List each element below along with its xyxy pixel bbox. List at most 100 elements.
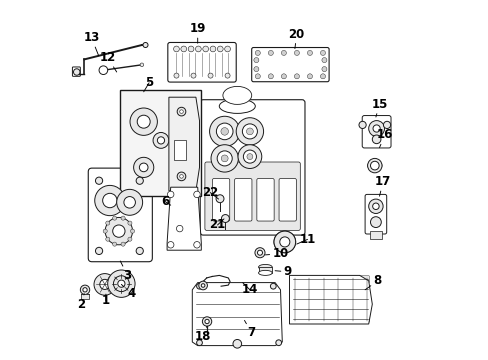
Circle shape bbox=[95, 247, 102, 255]
Text: 21: 21 bbox=[209, 219, 225, 231]
Circle shape bbox=[221, 155, 228, 162]
Text: 15: 15 bbox=[370, 98, 387, 117]
Circle shape bbox=[367, 158, 381, 173]
Polygon shape bbox=[168, 97, 199, 191]
Circle shape bbox=[279, 237, 289, 247]
FancyBboxPatch shape bbox=[200, 100, 305, 235]
Circle shape bbox=[199, 281, 207, 290]
Circle shape bbox=[232, 339, 241, 348]
Circle shape bbox=[136, 177, 143, 184]
Text: 18: 18 bbox=[195, 327, 211, 343]
Circle shape bbox=[174, 73, 179, 78]
Circle shape bbox=[255, 74, 260, 79]
Circle shape bbox=[179, 110, 183, 113]
Circle shape bbox=[307, 50, 312, 55]
Text: 1: 1 bbox=[102, 294, 110, 307]
Circle shape bbox=[103, 229, 107, 233]
Circle shape bbox=[121, 242, 125, 246]
Text: 11: 11 bbox=[296, 233, 315, 246]
Circle shape bbox=[167, 242, 174, 248]
Circle shape bbox=[176, 225, 183, 232]
FancyBboxPatch shape bbox=[358, 276, 368, 283]
Text: 3: 3 bbox=[120, 261, 131, 282]
Circle shape bbox=[95, 177, 102, 184]
Circle shape bbox=[113, 276, 129, 292]
Circle shape bbox=[254, 248, 264, 258]
Circle shape bbox=[117, 189, 142, 215]
Circle shape bbox=[217, 151, 232, 166]
FancyBboxPatch shape bbox=[358, 315, 368, 322]
Circle shape bbox=[112, 225, 125, 237]
FancyBboxPatch shape bbox=[212, 179, 229, 221]
Circle shape bbox=[210, 46, 215, 52]
Text: 19: 19 bbox=[189, 22, 205, 43]
Circle shape bbox=[123, 197, 135, 208]
Text: 22: 22 bbox=[202, 186, 218, 199]
Circle shape bbox=[253, 67, 258, 72]
FancyBboxPatch shape bbox=[279, 179, 296, 221]
Polygon shape bbox=[167, 187, 201, 250]
FancyBboxPatch shape bbox=[234, 179, 251, 221]
Circle shape bbox=[177, 172, 185, 181]
Circle shape bbox=[196, 283, 202, 289]
Circle shape bbox=[294, 50, 299, 55]
Circle shape bbox=[95, 185, 125, 216]
Circle shape bbox=[188, 46, 194, 52]
Circle shape bbox=[217, 46, 223, 52]
Circle shape bbox=[112, 242, 117, 246]
Circle shape bbox=[242, 124, 257, 139]
Circle shape bbox=[140, 63, 143, 67]
Circle shape bbox=[94, 274, 115, 295]
Circle shape bbox=[105, 217, 132, 245]
Ellipse shape bbox=[258, 270, 272, 275]
Circle shape bbox=[320, 74, 325, 79]
Circle shape bbox=[118, 280, 125, 287]
Circle shape bbox=[128, 221, 132, 225]
Circle shape bbox=[102, 193, 117, 208]
Circle shape bbox=[370, 217, 381, 228]
Bar bbox=[81, 294, 88, 299]
Circle shape bbox=[307, 74, 312, 79]
Circle shape bbox=[372, 203, 378, 210]
Polygon shape bbox=[289, 275, 371, 324]
Text: 12: 12 bbox=[100, 51, 117, 72]
Text: 7: 7 bbox=[244, 320, 255, 339]
FancyBboxPatch shape bbox=[204, 162, 300, 230]
Circle shape bbox=[281, 50, 286, 55]
Circle shape bbox=[211, 145, 238, 172]
Circle shape bbox=[195, 46, 201, 52]
Circle shape bbox=[321, 67, 326, 72]
Text: 14: 14 bbox=[241, 283, 258, 296]
Ellipse shape bbox=[177, 208, 191, 230]
Circle shape bbox=[216, 123, 233, 140]
Circle shape bbox=[270, 283, 276, 289]
Circle shape bbox=[121, 216, 125, 220]
Circle shape bbox=[167, 191, 174, 198]
Circle shape bbox=[372, 125, 380, 132]
Circle shape bbox=[275, 340, 281, 346]
Text: 10: 10 bbox=[265, 247, 288, 260]
Circle shape bbox=[73, 69, 80, 75]
Circle shape bbox=[136, 247, 143, 255]
Circle shape bbox=[268, 50, 273, 55]
FancyBboxPatch shape bbox=[72, 67, 80, 76]
FancyBboxPatch shape bbox=[358, 296, 368, 302]
Circle shape bbox=[255, 50, 260, 55]
Circle shape bbox=[179, 175, 183, 178]
Polygon shape bbox=[192, 283, 282, 346]
Circle shape bbox=[236, 118, 263, 145]
Circle shape bbox=[142, 42, 148, 48]
Circle shape bbox=[216, 195, 224, 203]
Bar bbox=[369, 231, 381, 239]
FancyBboxPatch shape bbox=[167, 42, 236, 82]
Circle shape bbox=[257, 250, 262, 255]
Circle shape bbox=[221, 128, 228, 135]
FancyBboxPatch shape bbox=[362, 116, 390, 148]
FancyBboxPatch shape bbox=[88, 168, 152, 262]
Text: 17: 17 bbox=[374, 175, 390, 196]
Circle shape bbox=[368, 199, 382, 213]
Circle shape bbox=[130, 229, 134, 233]
Circle shape bbox=[153, 132, 168, 148]
Circle shape bbox=[273, 231, 295, 253]
Circle shape bbox=[281, 74, 286, 79]
